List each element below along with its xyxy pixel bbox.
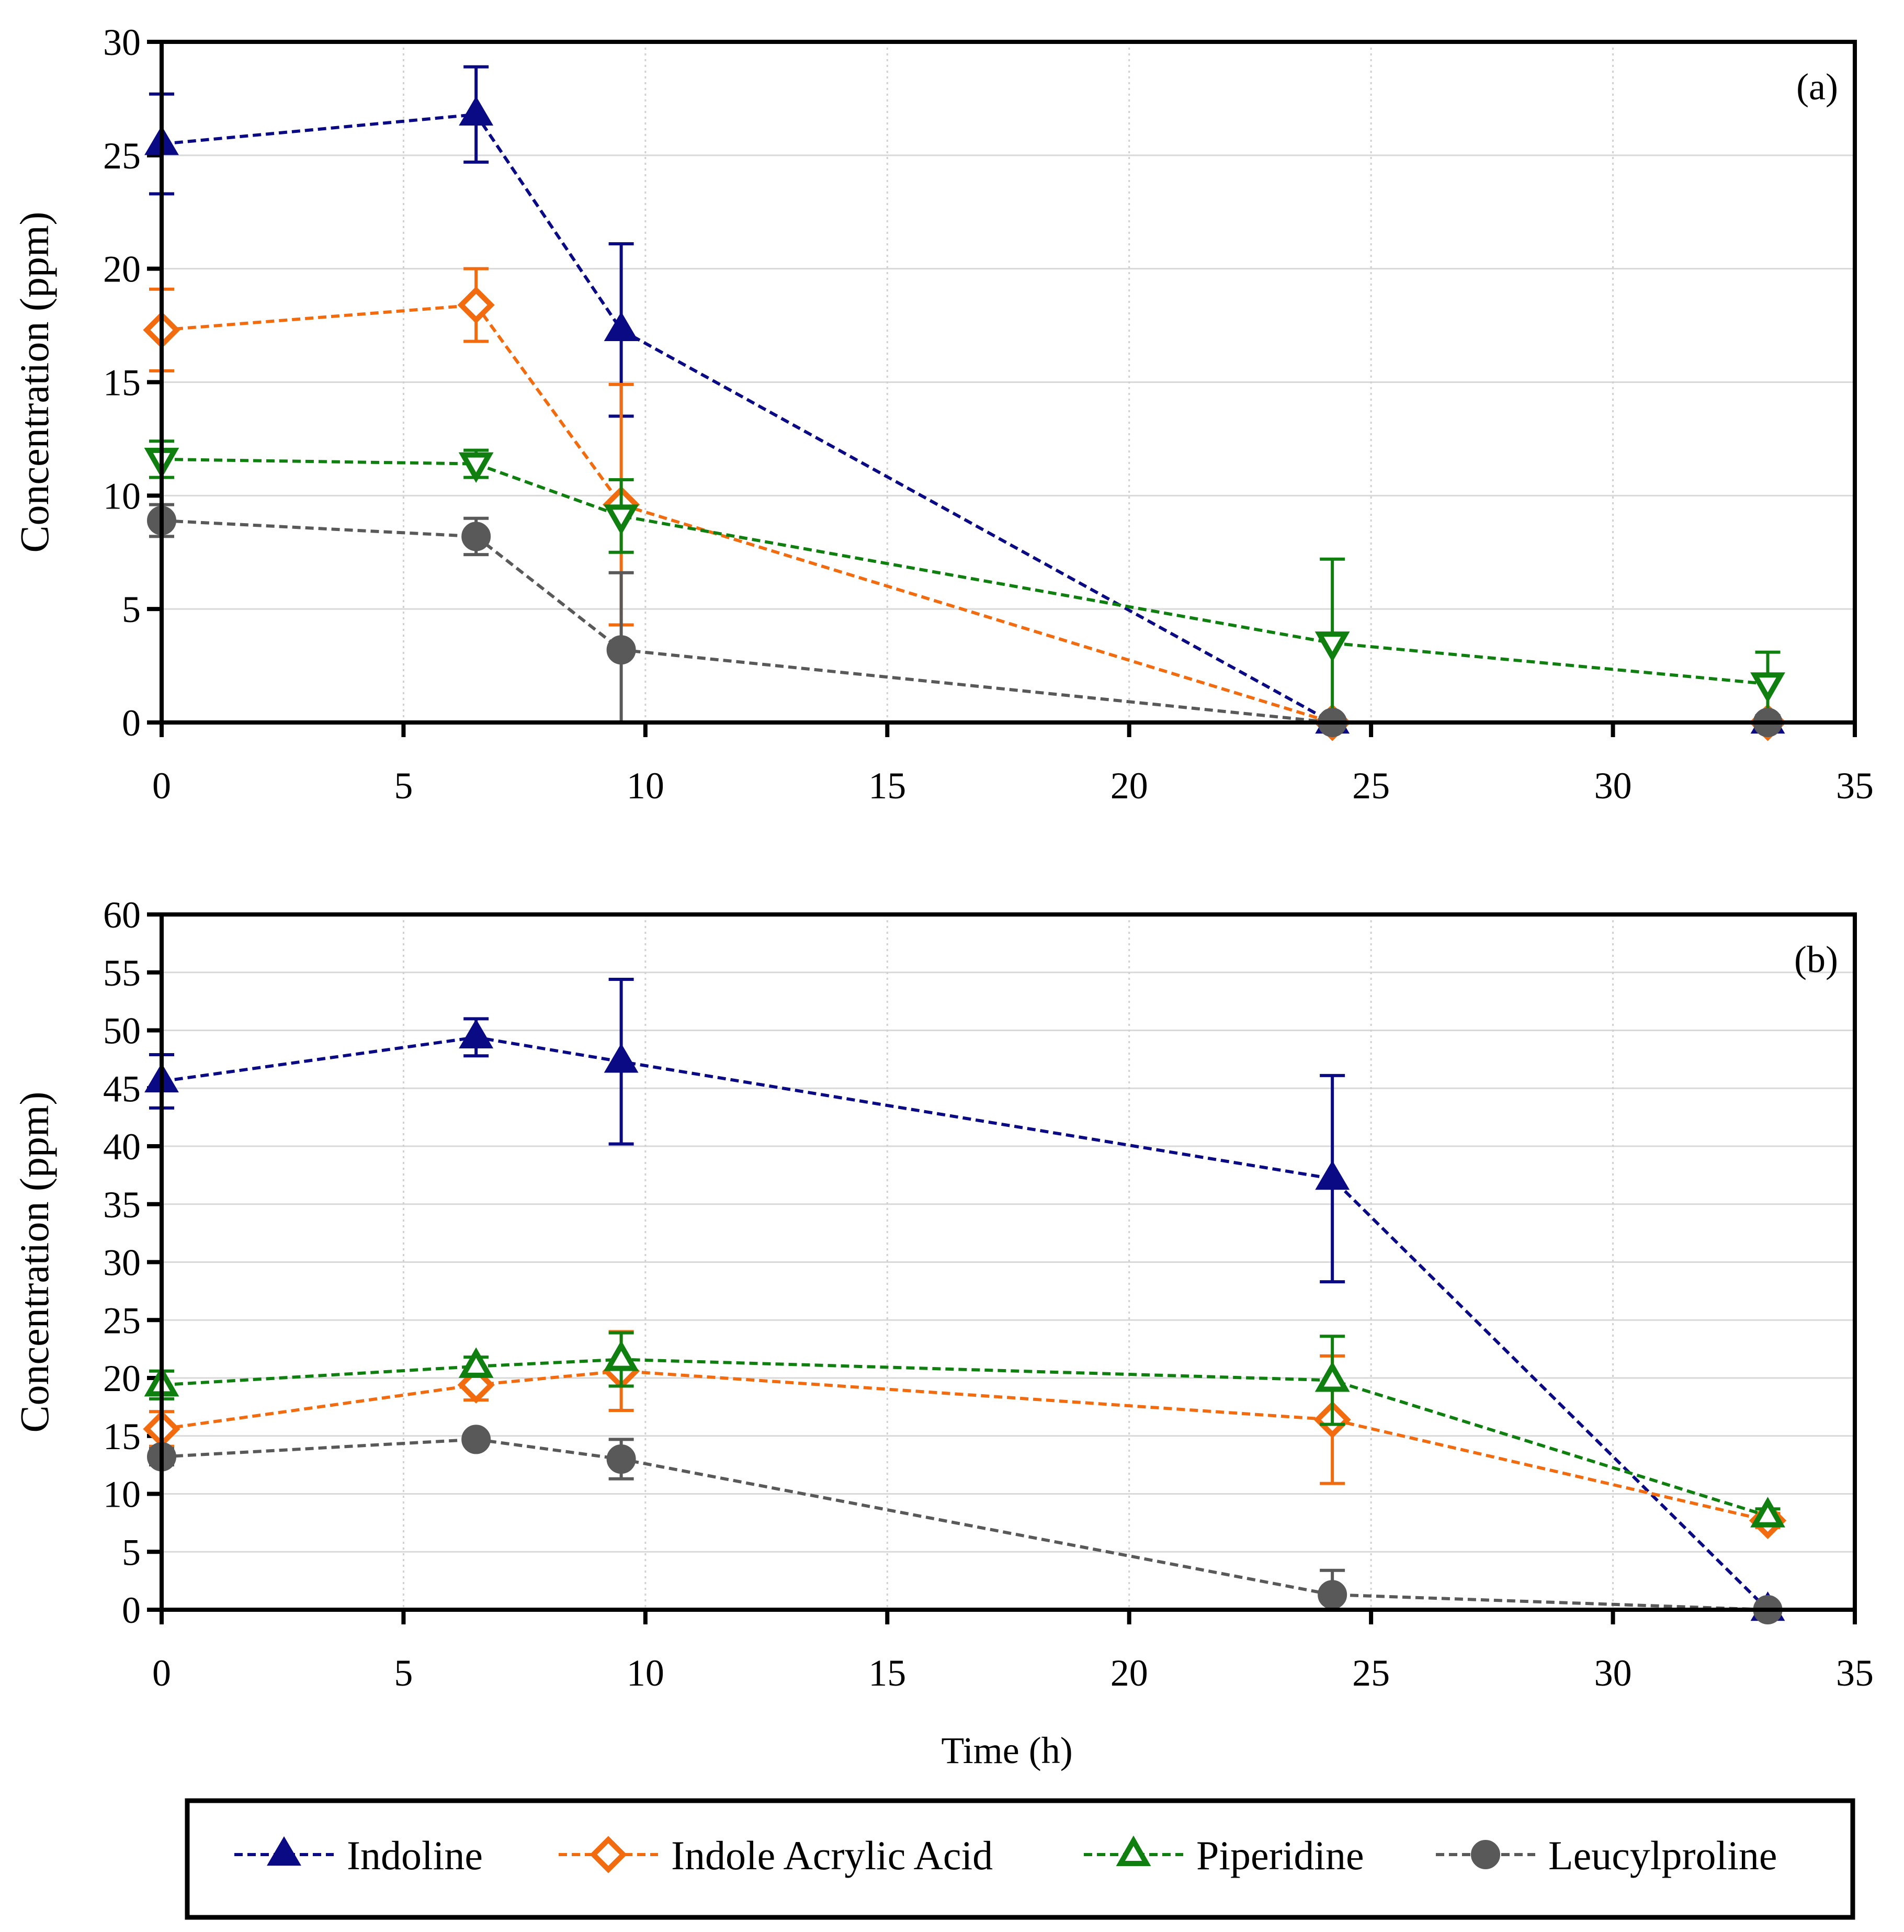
panel-label: (a) — [1796, 66, 1838, 108]
y-axis-label: Concentration (ppm) — [12, 212, 57, 553]
y-tick-label: 50 — [103, 1010, 141, 1052]
series-indole-acrylic-acid — [143, 267, 1787, 741]
series-leucylproline — [147, 1425, 1783, 1624]
y-tick-label: 25 — [103, 1300, 141, 1341]
y-tick-label: 5 — [122, 589, 141, 630]
legend-marker — [590, 1836, 627, 1873]
x-tick-label: 10 — [627, 765, 664, 807]
panel-b: 0 5 10 15 20 25 30 35 40 45 50 55 60 0 5 10 15 20 25 30 35 Co… — [12, 894, 1874, 1771]
legend-marker — [1471, 1840, 1500, 1869]
data-point — [459, 1019, 494, 1049]
data-point — [1750, 1497, 1785, 1528]
legend: Indoline Indole Acrylic Acid Piperidine Leu… — [185, 1798, 1855, 1920]
data-point — [461, 522, 491, 551]
data-point — [604, 1340, 639, 1371]
y-tick-label: 15 — [103, 362, 141, 404]
y-tick-label: 60 — [103, 894, 141, 936]
grid — [162, 914, 1855, 1610]
x-tick-label: 5 — [394, 1652, 413, 1694]
legend-marker — [267, 1836, 301, 1866]
x-tick-label: 25 — [1352, 1652, 1390, 1694]
data-point — [1314, 631, 1350, 662]
legend-label: Leucylproline — [1548, 1833, 1777, 1878]
axes: 0 5 10 15 20 25 30 35 40 45 50 55 60 0 5 10 15 20 25 30 35 Co… — [12, 894, 1874, 1771]
data-point — [1315, 1160, 1350, 1190]
legend-entry-piperidine: Piperidine — [1084, 1833, 1364, 1878]
series-line — [161, 457, 1768, 686]
grid — [162, 42, 1855, 722]
x-tick-label: 30 — [1594, 765, 1632, 807]
data-point — [606, 635, 636, 665]
legend-entry-indole-acrylic-acid: Indole Acrylic Acid — [559, 1833, 993, 1878]
data-point — [457, 286, 495, 324]
x-tick-label: 30 — [1594, 1652, 1632, 1694]
y-tick-label: 15 — [103, 1416, 141, 1458]
y-tick-label: 30 — [103, 1242, 141, 1284]
legend-frame — [185, 1798, 1855, 1920]
data-point — [604, 311, 639, 341]
y-tick-label: 40 — [103, 1126, 141, 1168]
panel-a: 0 5 10 15 20 25 30 0 5 10 15 20 25 30 35 Concentration … — [12, 21, 1874, 807]
series-line — [161, 112, 1768, 724]
x-tick-label: 15 — [868, 765, 906, 807]
legend-entry-leucylproline: Leucylproline — [1436, 1833, 1777, 1878]
data-point — [1750, 672, 1785, 703]
x-axis-label: Time (h) — [941, 1730, 1072, 1771]
y-tick-label: 20 — [103, 1358, 141, 1399]
data-point — [461, 1425, 491, 1454]
axes: 0 5 10 15 20 25 30 0 5 10 15 20 25 30 35 Concentration … — [12, 21, 1874, 807]
x-tick-label: 20 — [1110, 765, 1148, 807]
y-tick-label: 25 — [103, 135, 141, 177]
data-point — [1314, 1361, 1350, 1392]
x-tick-label: 35 — [1836, 765, 1874, 807]
x-tick-label: 5 — [394, 765, 413, 807]
y-tick-label: 45 — [103, 1068, 141, 1110]
legend-label: Indole Acrylic Acid — [671, 1833, 993, 1878]
series-line — [161, 303, 1768, 724]
x-tick-label: 20 — [1110, 1652, 1148, 1694]
y-tick-label: 0 — [122, 1589, 141, 1631]
panel-label: (b) — [1794, 939, 1838, 980]
x-tick-label: 0 — [152, 765, 171, 807]
x-tick-label: 15 — [868, 1652, 906, 1694]
plot-frame — [160, 912, 1857, 1612]
y-axis-label: Concentration (ppm) — [12, 1092, 57, 1433]
legend-marker — [1116, 1835, 1151, 1867]
y-tick-label: 10 — [103, 1474, 141, 1516]
series-indole-acrylic-acid — [143, 1330, 1787, 1540]
data-point — [604, 504, 639, 535]
series-indoline — [144, 65, 1785, 734]
legend-label: Indoline — [347, 1833, 483, 1878]
legend-label: Piperidine — [1196, 1833, 1364, 1878]
y-tick-label: 55 — [103, 952, 141, 994]
x-tick-label: 35 — [1836, 1652, 1874, 1694]
legend-entry-indoline: Indoline — [234, 1833, 483, 1878]
series-line — [161, 1369, 1769, 1522]
data-point — [606, 1444, 636, 1474]
series-line — [161, 519, 1768, 724]
data-point — [604, 1043, 639, 1073]
series-leucylproline — [147, 503, 1783, 737]
plot-frame — [160, 40, 1857, 725]
data-point — [458, 452, 494, 483]
data-point — [458, 1347, 494, 1378]
series-piperidine — [144, 1331, 1785, 1528]
x-tick-label: 0 — [152, 1652, 171, 1694]
y-tick-label: 5 — [122, 1531, 141, 1573]
x-tick-label: 10 — [627, 1652, 664, 1694]
y-tick-label: 20 — [103, 248, 141, 290]
series-piperidine — [144, 439, 1785, 722]
data-point — [1318, 1580, 1347, 1610]
x-tick-label: 25 — [1352, 765, 1390, 807]
y-tick-label: 0 — [122, 702, 141, 744]
y-tick-label: 30 — [103, 21, 141, 63]
y-tick-label: 10 — [103, 475, 141, 517]
data-point — [459, 96, 494, 126]
series-line — [161, 1358, 1769, 1518]
y-tick-label: 35 — [103, 1184, 141, 1226]
